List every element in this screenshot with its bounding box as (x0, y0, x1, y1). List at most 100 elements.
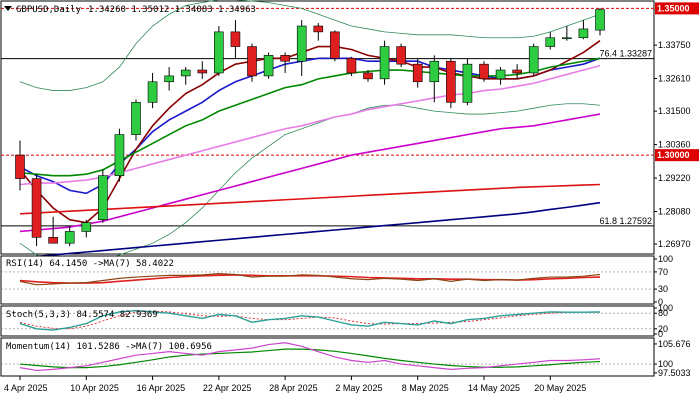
candle (512, 64, 522, 79)
candle-body (412, 63, 423, 83)
indicator-tick-label: 100 (658, 303, 673, 313)
stoch-title: Stoch(5,3,3) 84.5574 82.9369 (6, 310, 158, 320)
candle (164, 67, 174, 91)
time-tick-label: 20 May 2025 (534, 383, 586, 393)
candle (197, 61, 208, 79)
candle (330, 30, 340, 62)
moving-average-line (19, 183, 601, 215)
stoch-k-line (19, 309, 601, 331)
bollinger-upper-band (19, 0, 601, 91)
candle-body (230, 31, 241, 47)
candle-body (15, 154, 25, 179)
indicator-tick-label: 100 (658, 254, 673, 264)
price-tag-box (655, 149, 699, 162)
candle (313, 23, 324, 41)
candle-body (578, 28, 589, 39)
candle (578, 20, 589, 40)
price-plot: 76.4 1.33287 61.8 1.27592 (1, 0, 654, 268)
candle (595, 8, 605, 36)
candle-body (48, 237, 58, 244)
candle-body (379, 46, 390, 80)
indicator-tick-label: 97.5033 (658, 368, 691, 378)
moving-average-line (19, 201, 601, 259)
candle (280, 52, 290, 73)
candle-body (147, 81, 158, 103)
candle-body (131, 102, 141, 135)
stoch-panel[interactable] (0, 305, 655, 337)
candle (495, 67, 506, 85)
indicator-tick-label: 70 (658, 267, 668, 277)
candle-body (263, 55, 274, 77)
price-tick-label: 1.28080 (658, 206, 691, 216)
candle-body (164, 75, 174, 83)
candle (81, 219, 92, 238)
momentum-plot (1, 342, 654, 372)
candle-body (197, 69, 208, 74)
price-tick-label: 1.29220 (658, 173, 691, 183)
candle-body (479, 63, 489, 80)
indicator-tick-label: 0 (658, 329, 663, 339)
candle-body (446, 60, 456, 103)
candle (346, 56, 357, 76)
time-tick-label: 10 Apr 2025 (70, 383, 119, 393)
indicator-tick-label: 105.676 (658, 339, 691, 349)
stoch-plot (1, 309, 654, 331)
candle-body (296, 25, 307, 62)
candle (528, 43, 539, 76)
rsi-axis: 100 70 30 0 (654, 254, 673, 307)
candle (296, 20, 307, 76)
candle (545, 31, 556, 50)
candle (462, 58, 473, 106)
candle-body (429, 60, 440, 83)
price-tick-label: 1.31500 (658, 106, 691, 116)
candle-body (462, 63, 473, 103)
moving-average-line (19, 113, 601, 233)
candle-body (528, 46, 539, 74)
symbol-label: GBPUSD,Daily (16, 5, 82, 15)
time-tick-label: 14 May 2025 (468, 383, 520, 393)
price-tag-label: 1.35000 (657, 3, 690, 13)
candle-body (98, 175, 108, 221)
momentum-panel[interactable] (0, 337, 655, 377)
candle (214, 26, 224, 76)
candle (98, 169, 108, 223)
candle-body (247, 46, 257, 77)
price-axis: 1.33750 1.32610 1.31500 1.30360 1.29220 1.280… (654, 2, 699, 249)
candle-body (330, 31, 340, 59)
indicator-tick-label: 100 (658, 359, 673, 369)
price-tick-label: 1.32610 (658, 74, 691, 84)
price-tick-label: 1.33750 (658, 40, 691, 50)
candle-body (512, 69, 522, 74)
candle-body (545, 37, 556, 47)
price-tag-box (655, 2, 699, 15)
indicator-tick-label: 30 (658, 284, 668, 294)
candle (147, 72, 158, 109)
candle (396, 43, 406, 68)
candle (562, 26, 572, 41)
candle-body (495, 69, 506, 80)
candle-body (363, 72, 373, 80)
time-tick-label: 16 Apr 2025 (137, 383, 186, 393)
candle (15, 140, 25, 191)
candle-body (562, 37, 572, 40)
fib-level-label: 76.4 1.33287 (599, 49, 652, 59)
rsi-plot (1, 271, 654, 290)
candle (446, 58, 456, 109)
time-tick-label: 2 May 2025 (335, 383, 382, 393)
candle (479, 61, 489, 82)
candle (429, 55, 440, 103)
price-panel[interactable] (0, 0, 655, 255)
candle (247, 43, 257, 82)
candle-body (346, 57, 357, 74)
candle (48, 216, 58, 244)
time-tick-label: 8 May 2025 (402, 383, 449, 393)
price-tick-label: 1.26970 (658, 239, 691, 249)
chart-header: GBPUSD,Daily 1.34260 1.35012 1.34083 1.3… (4, 5, 256, 15)
stoch-d-line (19, 310, 601, 330)
indicator-tick-label: 80 (658, 308, 668, 318)
collapse-triangle-icon[interactable] (4, 6, 12, 11)
candle (31, 174, 42, 247)
candle-body (396, 46, 406, 65)
